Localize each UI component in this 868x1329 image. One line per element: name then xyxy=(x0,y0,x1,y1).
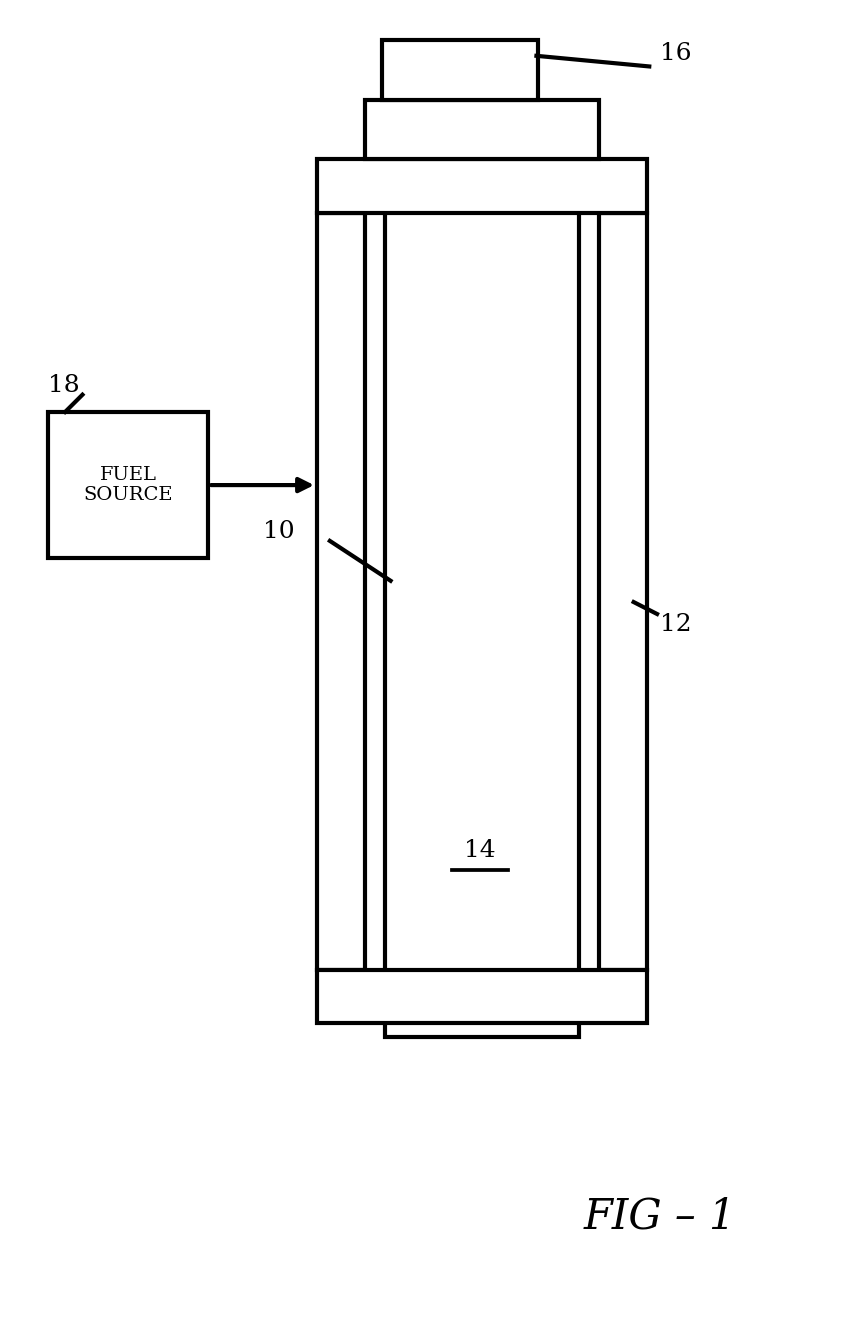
Bar xyxy=(48,412,208,558)
Bar xyxy=(385,159,579,1037)
Bar xyxy=(317,213,365,970)
Text: FUEL
SOURCE: FUEL SOURCE xyxy=(83,465,173,505)
Text: 14: 14 xyxy=(464,839,496,863)
Bar xyxy=(599,213,647,970)
Bar xyxy=(382,40,538,100)
Bar xyxy=(365,100,599,159)
Text: 12: 12 xyxy=(660,613,691,637)
Bar xyxy=(317,970,647,1023)
Text: 10: 10 xyxy=(264,520,295,544)
Text: 16: 16 xyxy=(660,41,691,65)
Text: 18: 18 xyxy=(48,373,79,397)
Bar xyxy=(317,159,647,213)
Text: FIG – 1: FIG – 1 xyxy=(583,1195,736,1237)
